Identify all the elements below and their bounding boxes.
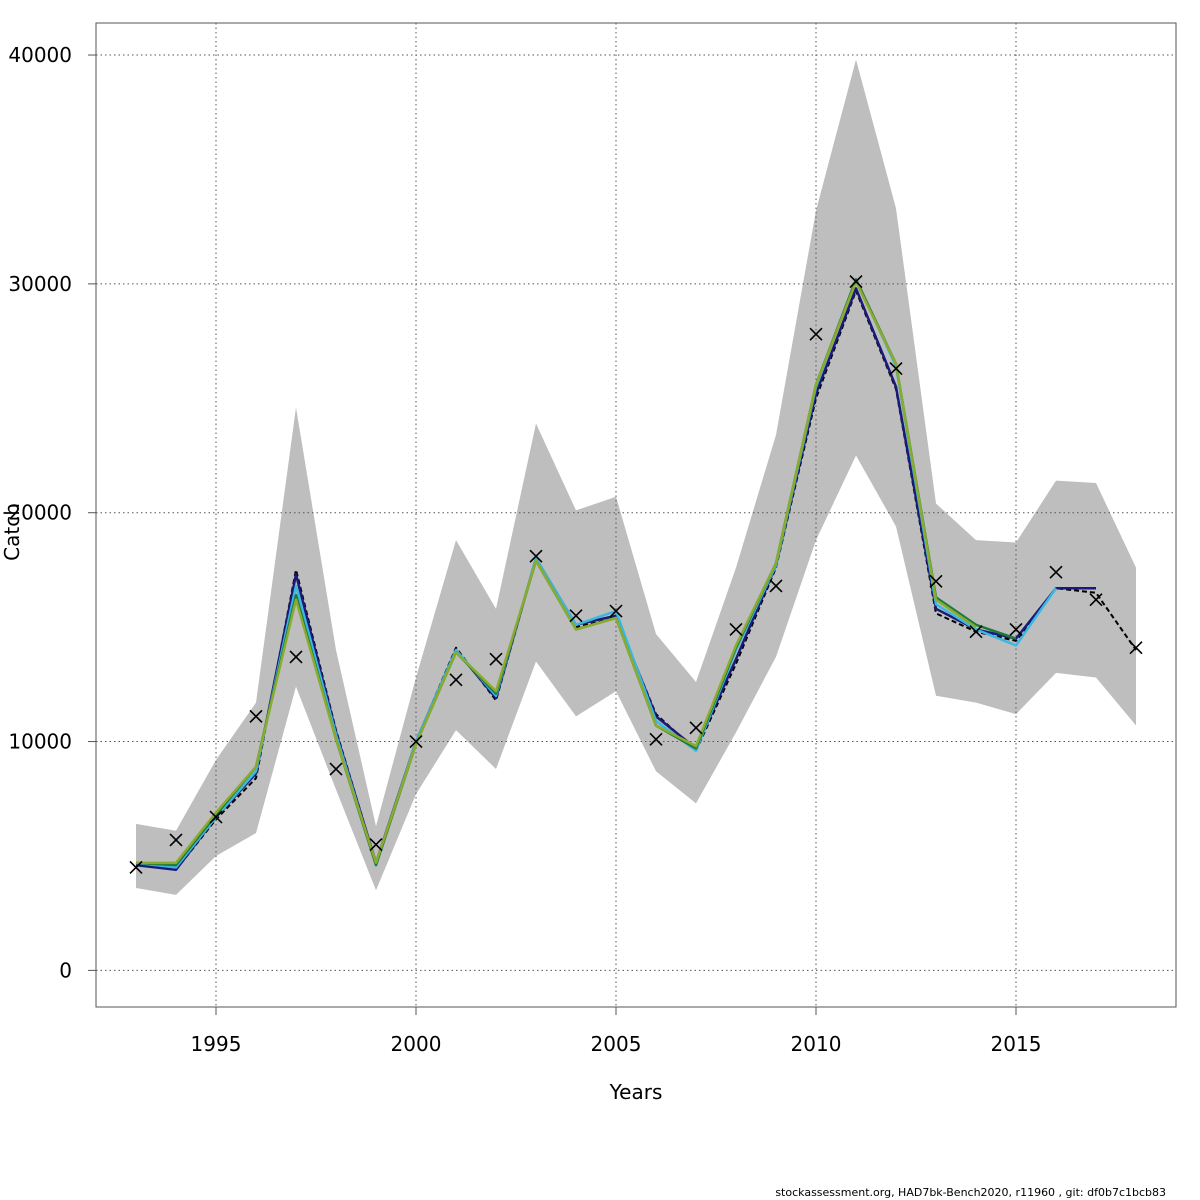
observed-point [809, 327, 823, 341]
observed-point [369, 837, 383, 852]
observed-point [769, 579, 783, 593]
observed-point [449, 673, 463, 687]
x-tick-label: 2015 [991, 1032, 1042, 1056]
x-tick-label: 1995 [191, 1032, 242, 1056]
x-tick-label: 2000 [391, 1032, 442, 1056]
confidence-band-area [136, 59, 1136, 895]
y-axis-label: Catch [0, 503, 24, 561]
x-axis-ticks: 1995 2000 2005 2010 2015 [191, 1007, 1042, 1056]
observed-markers [129, 275, 1143, 874]
observed-point [529, 549, 543, 563]
observed-point [729, 622, 743, 636]
grid-lines [96, 23, 1176, 1007]
observed-point [1129, 641, 1143, 655]
observed-point [1009, 622, 1023, 636]
x-axis-label: Years [609, 1080, 663, 1104]
observed-point [849, 275, 863, 289]
series-line-2 [135, 287, 1096, 871]
confidence-band [136, 59, 1136, 895]
x-tick-label: 2005 [591, 1032, 642, 1056]
observed-point [209, 810, 223, 824]
observed-point [409, 734, 423, 749]
observed-point [329, 762, 343, 776]
observed-point [649, 732, 663, 746]
footer-source-text: stockassessment.org, HAD7bk-Bench2020, r… [775, 1186, 1166, 1199]
y-axis-ticks: 0 10000 20000 30000 40000 [8, 43, 96, 982]
observed-point [929, 574, 943, 588]
observed-point [609, 604, 623, 618]
observed-point [289, 650, 303, 664]
observed-point [1049, 565, 1063, 579]
observed-point [969, 625, 983, 639]
observed-point [169, 833, 183, 847]
y-tick-label: 10000 [8, 730, 72, 754]
observed-point [1089, 593, 1103, 607]
plot-frame [95, 22, 1177, 1008]
y-tick-label: 20000 [8, 501, 72, 525]
observed-point [489, 652, 503, 666]
y-tick-label: 40000 [8, 43, 72, 67]
observed-point [249, 709, 263, 723]
series-lines [135, 278, 1137, 871]
observed-point [129, 860, 143, 874]
observed-point [889, 361, 903, 376]
observed-point [569, 609, 583, 623]
y-tick-label: 30000 [8, 272, 72, 296]
observed-point [689, 721, 703, 735]
x-tick-label: 2010 [791, 1032, 842, 1056]
y-tick-label: 0 [59, 958, 72, 982]
series-line-5 [136, 280, 977, 865]
